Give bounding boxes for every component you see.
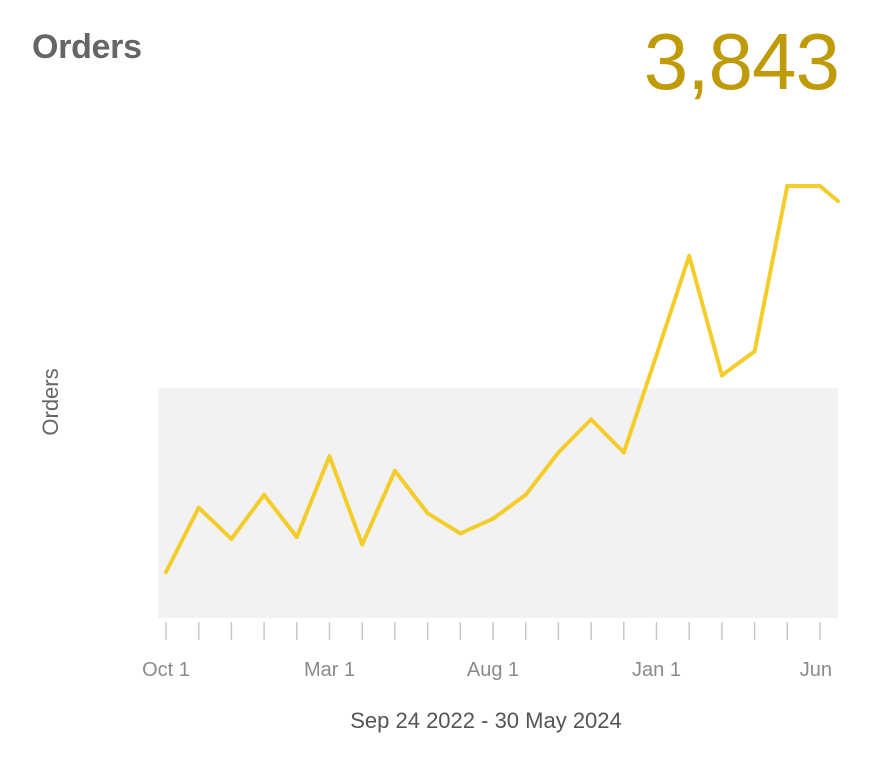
series-points [164,183,822,575]
data-point [719,373,724,378]
x-axis-ticks [165,622,821,640]
date-range-label: Sep 24 2022 - 30 May 2024 [350,708,622,733]
data-point [589,417,594,422]
data-point [262,492,267,497]
data-point [196,505,201,510]
data-point [360,542,365,547]
data-point [818,183,822,188]
data-point [294,535,299,540]
data-point [164,570,168,575]
data-point [392,468,397,473]
data-point [654,353,659,358]
data-point [458,531,463,536]
data-point [327,454,332,459]
x-tick-label: Jun [800,659,832,681]
data-point [556,450,561,455]
x-tick-label: Aug 1 [467,659,519,681]
data-point [785,183,790,188]
data-point [752,349,757,354]
data-point [523,492,528,497]
y-axis-label: Orders [38,368,63,435]
x-tick-label: Mar 1 [304,659,355,681]
x-tick-label: Oct 1 [142,659,190,681]
data-point [229,536,234,541]
chart-title: Orders [32,28,142,66]
data-point [491,516,495,521]
x-tick-label: Jan 1 [632,659,681,681]
series-line [164,184,840,574]
x-axis-tick-labels: Oct 1 Mar 1 Aug 1 Jan 1 Jun [142,659,832,681]
data-point [687,253,692,258]
data-point [425,511,430,516]
data-point [621,450,626,455]
total-value: 3,843 [643,17,840,106]
